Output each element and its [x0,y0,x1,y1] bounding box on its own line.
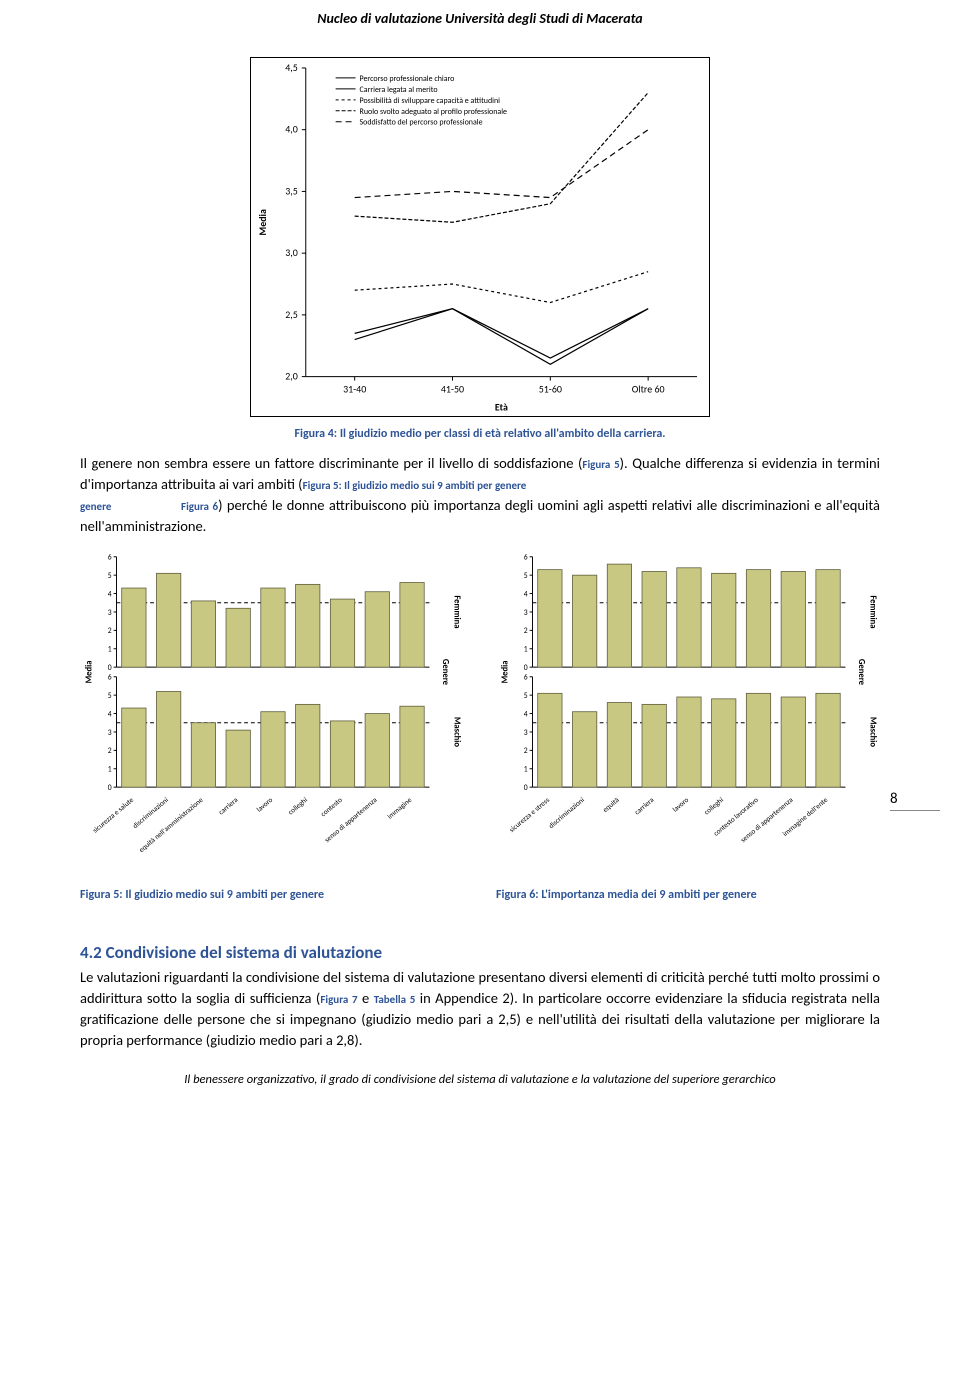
svg-text:carriera: carriera [216,796,239,817]
svg-text:1: 1 [108,766,112,775]
page-number: 8 [890,790,940,811]
svg-text:carriera: carriera [632,796,655,817]
svg-text:equità: equità [601,796,621,815]
bar-panels-row: 0 1 2 3 4 5 6 Femmina 0 1 2 3 4 5 6 Maschio sicurezza e … [80,551,880,877]
svg-text:Genere: Genere [440,659,450,686]
svg-text:immagine: immagine [385,795,413,821]
svg-text:Media: Media [85,661,95,684]
figure-5: 0 1 2 3 4 5 6 Femmina 0 1 2 3 4 5 6 Maschio sicurezza e … [80,551,464,877]
svg-text:51-60: 51-60 [539,384,562,396]
svg-text:2: 2 [524,628,528,637]
fig4-caption: Figura 4: Il giudizio medio per classi d… [80,427,880,441]
svg-text:discriminazioni: discriminazioni [547,795,587,830]
paragraph-1: Il genere non sembra essere un fattore d… [80,453,880,537]
svg-text:Soddisfatto del percorso profe: Soddisfatto del percorso professionale [360,118,483,128]
svg-text:equità nell'amministrazione: equità nell'amministrazione [137,795,205,854]
figure-6: 0 1 2 3 4 5 6 Femmina 0 1 2 3 4 5 6 Maschio sicurezza e … [496,551,880,877]
svg-text:Possibilità di sviluppare capa: Possibilità di sviluppare capacità e att… [360,96,501,106]
paragraph-4-2: Le valutazioni riguardanti la condivisio… [80,967,880,1051]
svg-text:0: 0 [524,785,528,794]
page-header: Nucleo di valutazione Università degli S… [80,10,880,27]
p1-gender: genere [80,500,111,513]
page-footer: Il benessere organizzativo, il grado di … [0,1072,960,1087]
page-number-value: 8 [890,790,898,808]
svg-text:Maschio: Maschio [451,717,461,748]
svg-text:Età: Età [495,401,508,413]
svg-text:Ruolo svolto adeguato al profi: Ruolo svolto adeguato al profilo profess… [360,107,508,117]
svg-text:4: 4 [108,711,112,720]
svg-text:0: 0 [108,665,112,674]
svg-text:2,0: 2,0 [285,371,298,383]
svg-text:Femmina: Femmina [451,596,461,629]
p1-ref1: Figura 5 [582,458,619,471]
svg-text:4: 4 [524,591,528,600]
figure-4: 2,0 2,5 3,0 3,5 4,0 4,5 31-40 41-50 51-60 Oltre 6… [80,57,880,417]
svg-text:2: 2 [108,748,112,757]
svg-text:sicurezza e salute: sicurezza e salute [91,795,136,835]
svg-text:4: 4 [108,591,112,600]
svg-text:6: 6 [108,674,112,683]
p1-text: Il genere non sembra essere un fattore d… [80,454,582,472]
fig5-caption: Figura 5: Il giudizio medio sui 9 ambiti… [80,888,464,902]
svg-text:3,0: 3,0 [285,247,298,259]
svg-text:Media: Media [501,661,511,684]
svg-text:sicurezza e stress: sicurezza e stress [507,796,551,835]
svg-text:6: 6 [524,674,528,683]
svg-text:3: 3 [108,609,112,618]
svg-text:1: 1 [108,646,112,655]
svg-text:2: 2 [524,748,528,757]
svg-text:6: 6 [524,554,528,563]
svg-text:0: 0 [108,785,112,794]
svg-text:lavoro: lavoro [255,796,275,815]
svg-text:4: 4 [524,711,528,720]
svg-text:1: 1 [524,766,528,775]
p1-ref2: Figura 5: Il giudizio medio sui 9 ambiti… [303,479,527,492]
s42-t2: e [358,989,374,1007]
svg-text:31-40: 31-40 [343,384,366,396]
svg-text:6: 6 [108,554,112,563]
svg-text:Femmina: Femmina [867,596,877,629]
svg-text:4,5: 4,5 [285,62,298,74]
svg-text:5: 5 [524,693,528,702]
svg-text:lavoro: lavoro [671,796,691,815]
svg-text:2: 2 [108,628,112,637]
section-4-2-heading: 4.2 Condivisione del sistema di valutazi… [80,942,880,963]
svg-text:contesto: contesto [319,796,344,819]
svg-text:colleghi: colleghi [702,795,725,817]
fig6-caption: Figura 6: L'importanza media dei 9 ambit… [496,888,880,902]
svg-text:2,5: 2,5 [285,309,298,321]
svg-text:Oltre 60: Oltre 60 [632,384,665,396]
fig4-line-chart: 2,0 2,5 3,0 3,5 4,0 4,5 31-40 41-50 51-60 Oltre 6… [251,58,709,416]
svg-text:Genere: Genere [856,659,866,686]
s42-r2: Tabella 5 [374,993,416,1006]
svg-text:Media: Media [257,209,269,235]
svg-text:5: 5 [108,693,112,702]
svg-text:1: 1 [524,646,528,655]
svg-text:41-50: 41-50 [441,384,464,396]
svg-text:5: 5 [108,573,112,582]
caption-row: Figura 5: Il giudizio medio sui 9 ambiti… [80,880,880,914]
page-number-rule [890,810,940,811]
svg-text:5: 5 [524,573,528,582]
svg-text:3: 3 [524,609,528,618]
svg-text:3,5: 3,5 [285,185,298,197]
s42-r1: Figura 7 [320,993,357,1006]
svg-text:Carriera legata al merito: Carriera legata al merito [360,85,438,95]
svg-text:3: 3 [524,729,528,738]
svg-text:0: 0 [524,665,528,674]
svg-text:Maschio: Maschio [867,717,877,748]
p1-gap [111,496,181,514]
fig6-bar-chart: 0 1 2 3 4 5 6 Femmina 0 1 2 3 4 5 6 Maschio sicurezza e … [496,551,880,877]
p1-ref3: Figura 6 [181,500,218,513]
svg-text:colleghi: colleghi [286,795,309,817]
fig5-bar-chart: 0 1 2 3 4 5 6 Femmina 0 1 2 3 4 5 6 Maschio sicurezza e … [80,551,464,877]
svg-text:3: 3 [108,729,112,738]
svg-text:4,0: 4,0 [285,124,298,136]
svg-text:Percorso professionale chiaro: Percorso professionale chiaro [360,74,455,84]
